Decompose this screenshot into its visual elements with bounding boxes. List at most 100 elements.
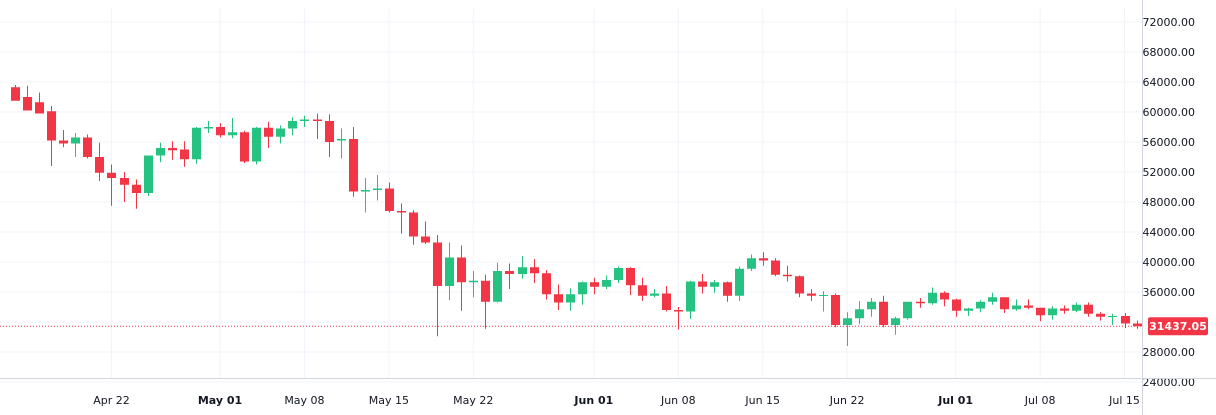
candle[interactable] — [168, 141, 177, 160]
candle[interactable] — [855, 301, 864, 325]
candle[interactable] — [723, 281, 732, 302]
candle[interactable] — [566, 288, 575, 311]
candle[interactable] — [433, 235, 442, 337]
candle[interactable] — [952, 298, 961, 317]
candle[interactable] — [421, 221, 430, 245]
candle[interactable] — [107, 164, 116, 206]
candle[interactable] — [83, 134, 92, 159]
candle[interactable] — [505, 263, 514, 290]
candle-body — [325, 121, 334, 142]
candle[interactable] — [530, 259, 539, 283]
candle[interactable] — [457, 245, 466, 311]
candle[interactable] — [698, 274, 707, 294]
candle[interactable] — [783, 265, 792, 282]
candle[interactable] — [735, 266, 744, 302]
candle[interactable] — [638, 277, 647, 301]
price-tick-label: 72000.00 — [1143, 16, 1196, 29]
candle[interactable] — [180, 141, 189, 167]
candle[interactable] — [795, 275, 804, 298]
candle[interactable] — [71, 133, 80, 157]
candle[interactable] — [976, 300, 985, 313]
candle[interactable] — [47, 106, 56, 166]
candle[interactable] — [747, 254, 756, 272]
candle[interactable] — [928, 287, 937, 305]
candle[interactable] — [602, 275, 611, 290]
candle[interactable] — [493, 262, 502, 303]
candle[interactable] — [578, 281, 587, 305]
candle[interactable] — [156, 142, 165, 163]
candle[interactable] — [397, 203, 406, 234]
candle[interactable] — [192, 127, 201, 164]
candle[interactable] — [807, 289, 816, 301]
candle[interactable] — [469, 271, 478, 298]
candle[interactable] — [325, 114, 334, 157]
price-axis[interactable]: 72000.00 68000.00 64000.00 60000.00 56000.00… — [1142, 0, 1209, 415]
candle[interactable] — [349, 127, 358, 197]
candle[interactable] — [891, 316, 900, 335]
candle[interactable] — [1012, 299, 1021, 311]
candle[interactable] — [300, 115, 309, 127]
candle[interactable] — [313, 113, 322, 140]
candle[interactable] — [288, 117, 297, 136]
candle[interactable] — [542, 270, 551, 300]
candle[interactable] — [867, 298, 876, 317]
candle[interactable] — [626, 267, 635, 295]
candle[interactable] — [144, 155, 153, 197]
candle[interactable] — [1108, 313, 1117, 325]
candle[interactable] — [674, 307, 683, 330]
candle[interactable] — [940, 291, 949, 307]
candle[interactable] — [879, 295, 888, 328]
candle[interactable] — [1121, 313, 1130, 328]
candle[interactable] — [1024, 299, 1033, 310]
candle[interactable] — [819, 291, 828, 312]
candle[interactable] — [1072, 302, 1081, 313]
candle[interactable] — [132, 179, 141, 209]
candle[interactable] — [59, 130, 68, 148]
candle[interactable] — [1060, 305, 1069, 314]
candle[interactable] — [11, 85, 20, 101]
candle[interactable] — [614, 266, 623, 284]
candle[interactable] — [361, 178, 370, 213]
candle[interactable] — [1096, 312, 1105, 321]
candle[interactable] — [1000, 297, 1009, 313]
candle[interactable] — [843, 312, 852, 346]
candle[interactable] — [831, 293, 840, 328]
candle[interactable] — [988, 292, 997, 305]
candle[interactable] — [228, 118, 237, 139]
candle[interactable] — [385, 182, 394, 213]
candle[interactable] — [35, 92, 44, 114]
candle[interactable] — [409, 210, 418, 245]
candle[interactable] — [23, 85, 32, 111]
candle[interactable] — [445, 242, 454, 301]
candle[interactable] — [686, 280, 695, 319]
candle[interactable] — [216, 123, 225, 138]
candle[interactable] — [1036, 307, 1045, 322]
candle[interactable] — [710, 280, 719, 293]
candle[interactable] — [373, 175, 382, 201]
candle[interactable] — [204, 121, 213, 133]
candle[interactable] — [964, 307, 973, 316]
candle[interactable] — [650, 289, 659, 298]
candle[interactable] — [337, 128, 346, 159]
candle[interactable] — [554, 284, 563, 311]
candle[interactable] — [120, 172, 129, 202]
candle[interactable] — [662, 286, 671, 312]
candle[interactable] — [916, 298, 925, 308]
candle[interactable] — [1133, 320, 1142, 329]
candle[interactable] — [1084, 302, 1093, 317]
candle[interactable] — [95, 142, 104, 181]
candle[interactable] — [276, 125, 285, 144]
candle[interactable] — [771, 258, 780, 277]
candle[interactable] — [590, 277, 599, 295]
candle[interactable] — [252, 127, 261, 165]
candle[interactable] — [481, 274, 490, 329]
time-axis[interactable]: Apr 22 May 01 May 08 May 15 May 22 Jun 01 Jun … — [0, 378, 1216, 408]
candle[interactable] — [264, 121, 273, 148]
candle[interactable] — [759, 252, 768, 266]
candle[interactable] — [903, 301, 912, 320]
candle[interactable] — [1048, 306, 1057, 320]
candle[interactable] — [240, 130, 249, 163]
candle[interactable] — [518, 256, 527, 279]
